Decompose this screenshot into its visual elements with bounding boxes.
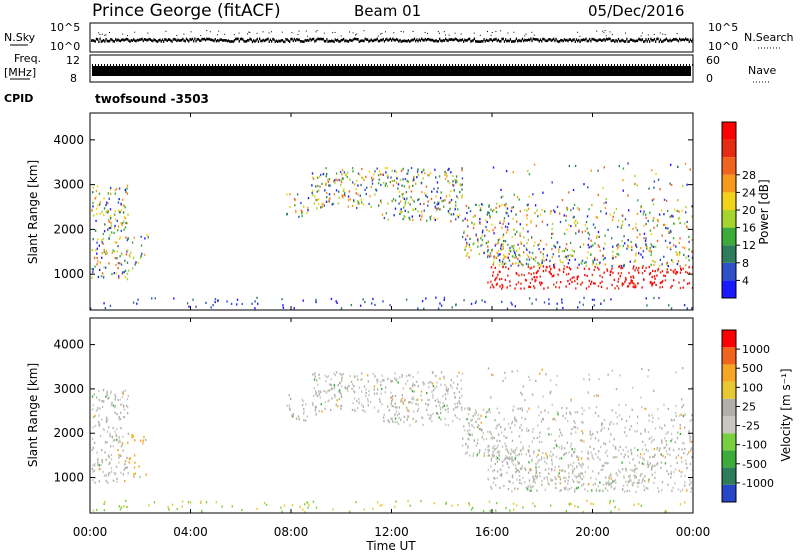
- range-tick-label: 3000: [53, 382, 84, 396]
- colorbar-tick-label: -500: [742, 458, 767, 471]
- power-y-axis: 1000 2000 3000 4000: [53, 133, 693, 281]
- range-tick-label: 1000: [53, 471, 84, 485]
- time-axis: 00:00 04:00 08:00 12:00 16:00 20:00 00:00: [73, 113, 711, 539]
- beam-label: Beam 01: [354, 2, 421, 20]
- nave-label: Nave: [748, 64, 776, 77]
- time-axis-label: Time UT: [365, 539, 416, 553]
- colorbar-swatch: [722, 467, 736, 485]
- colorbar-tick-label: -25: [742, 420, 760, 433]
- range-tick-label: 2000: [53, 222, 84, 236]
- colorbar-swatch: [722, 484, 736, 502]
- time-tick-label: 00:00: [676, 525, 711, 539]
- velocity-colorbar-label: Velocity [m s⁻¹]: [779, 368, 793, 461]
- power-y-label: Slant Range [km]: [26, 160, 40, 264]
- power-colorbar-label: Power [dB]: [757, 179, 771, 244]
- velocity-y-label: Slant Range [km]: [26, 363, 40, 467]
- cpid-label: CPID: [4, 92, 33, 105]
- colorbar-swatch: [722, 192, 736, 210]
- freq-unit-label: [MHz]: [4, 66, 36, 79]
- noise-tick-lo-left: 10^0: [50, 40, 80, 53]
- colorbar-swatch: [722, 262, 736, 281]
- colorbar-tick-label: 25: [742, 400, 756, 413]
- frequency-panel-frame: [89, 54, 694, 83]
- velocity-panel: 1000 2000 3000 4000 Slant Range [km] 1000 50…: [26, 317, 793, 514]
- colorbar-tick-label: -100: [742, 439, 767, 452]
- colorbar-tick-label: 20: [742, 204, 756, 217]
- freq-tick-lo: 8: [70, 72, 77, 85]
- colorbar-swatch: [722, 157, 736, 175]
- power-colorbar: 4 8 12 16 20 24 28: [721, 121, 756, 299]
- colorbar-tick-label: 16: [742, 222, 756, 235]
- colorbar-swatch: [722, 381, 736, 399]
- colorbar-tick-label: 500: [742, 362, 763, 375]
- date-label: 05/Dec/2016: [588, 2, 684, 20]
- noise-panel-frame: [89, 22, 694, 53]
- noise-tick-hi-right: 10^5: [708, 21, 738, 34]
- noise-panel: N.Sky 10^5 10^0 10^5 10^0 N.Search: [4, 21, 794, 53]
- range-tick-label: 3000: [53, 178, 84, 192]
- time-tick-label: 04:00: [173, 525, 208, 539]
- power-scatter-field: [90, 162, 694, 310]
- time-tick-label: 08:00: [274, 525, 309, 539]
- colorbar-swatch: [722, 347, 736, 365]
- frequency-panel: Freq. [MHz] 12 8 60 0 Nave CPID twofsoun…: [4, 52, 776, 106]
- range-tick-label: 4000: [53, 133, 84, 147]
- noise-tick-hi-left: 10^5: [50, 21, 80, 34]
- freq-label: Freq.: [14, 52, 41, 65]
- velocity-y-axis: 1000 2000 3000 4000: [53, 338, 693, 485]
- velocity-scatter-field: [91, 366, 694, 513]
- colorbar-swatch: [722, 139, 736, 158]
- colorbar-swatch: [722, 330, 736, 348]
- noise-tick-lo-right: 10^0: [708, 40, 738, 53]
- colorbar-swatch: [722, 364, 736, 382]
- time-tick-label: 20:00: [575, 525, 610, 539]
- colorbar-swatch: [722, 280, 736, 298]
- colorbar-swatch: [722, 210, 736, 228]
- velocity-colorbar: 1000 500 100 25 -25 -100 -500 -1000: [721, 329, 774, 503]
- colorbar-tick-label: 12: [742, 239, 756, 252]
- nave-tick-lo: 0: [706, 72, 713, 85]
- colorbar-tick-label: 24: [742, 186, 756, 199]
- time-tick-label: 12:00: [374, 525, 409, 539]
- nsky-label: N.Sky: [4, 31, 36, 44]
- colorbar-tick-label: 28: [742, 169, 756, 182]
- colorbar-tick-label: 100: [742, 381, 763, 394]
- colorbar-tick-label: -1000: [742, 477, 774, 490]
- colorbar-swatch: [722, 245, 736, 263]
- colorbar-swatch: [722, 416, 736, 434]
- colorbar-swatch: [722, 433, 736, 451]
- nsearch-label: N.Search: [744, 31, 794, 44]
- freq-tick-hi: 12: [66, 54, 80, 67]
- power-panel: 1000 2000 3000 4000 Slant Range [km] 4 8 12 16…: [26, 112, 771, 311]
- colorbar-swatch: [722, 227, 736, 246]
- nave-tick-hi: 60: [706, 54, 720, 67]
- station-title: Prince George (fitACF): [92, 1, 281, 21]
- colorbar-swatch: [722, 398, 736, 416]
- range-tick-label: 2000: [53, 426, 84, 440]
- noise-trace: [91, 30, 694, 44]
- cpid-value: twofsound -3503: [95, 92, 209, 106]
- time-tick-label: 16:00: [475, 525, 510, 539]
- colorbar-tick-label: 4: [742, 274, 749, 287]
- range-tick-label: 1000: [53, 267, 84, 281]
- range-tick-label: 4000: [53, 338, 84, 352]
- frequency-trace: [92, 64, 693, 76]
- colorbar-swatch: [722, 450, 736, 468]
- colorbar-swatch: [722, 122, 736, 140]
- power-panel-frame: [89, 112, 694, 311]
- colorbar-tick-label: 8: [742, 257, 749, 270]
- colorbar-tick-label: 1000: [742, 343, 770, 356]
- colorbar-swatch: [722, 174, 736, 193]
- time-tick-label: 00:00: [73, 525, 108, 539]
- velocity-panel-frame: [89, 317, 694, 514]
